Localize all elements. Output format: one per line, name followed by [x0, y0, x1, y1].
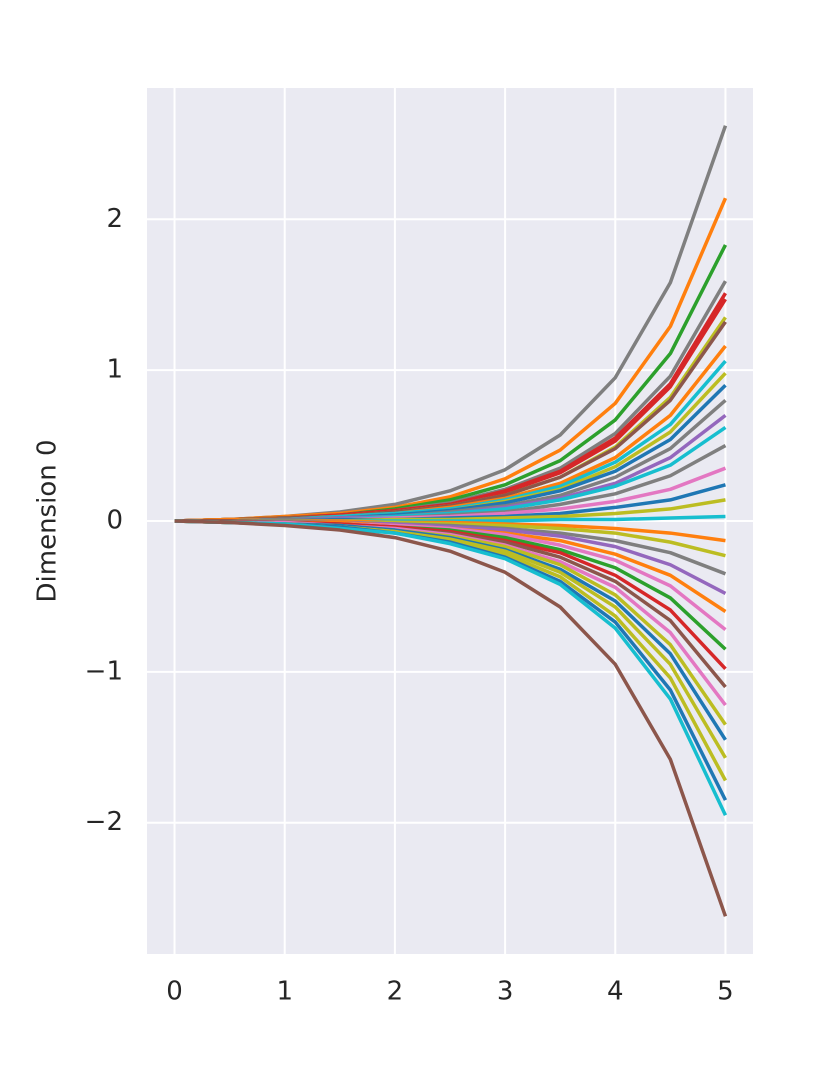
y-axis-label: Dimension 0 — [33, 439, 63, 602]
x-tick-label: 5 — [717, 977, 734, 1007]
y-tick-label: 2 — [106, 204, 123, 234]
y-tick-label: −1 — [85, 656, 123, 686]
x-tick-label: 3 — [497, 977, 514, 1007]
series-line — [174, 519, 728, 917]
y-tick-label: 0 — [106, 506, 123, 536]
x-tick-label: 4 — [607, 977, 624, 1007]
x-tick-label: 0 — [166, 977, 183, 1007]
y-tick-label: 1 — [106, 355, 123, 385]
x-tick-label: 2 — [387, 977, 404, 1007]
x-tick-label: 1 — [276, 977, 293, 1007]
y-tick-label: −2 — [85, 807, 123, 837]
